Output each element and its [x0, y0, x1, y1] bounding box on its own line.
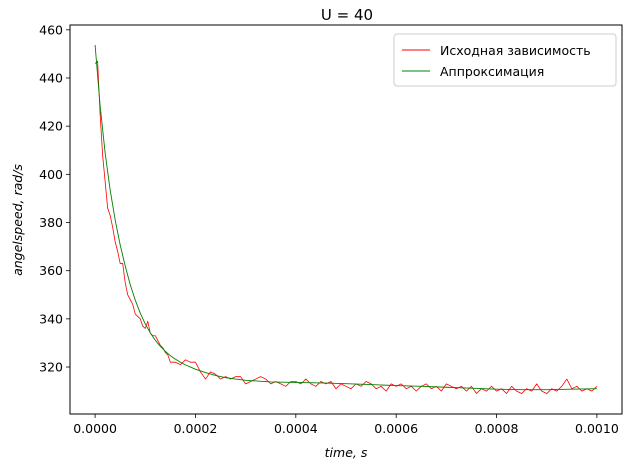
y-tick-label: 400: [39, 167, 63, 182]
y-tick-label: 340: [39, 311, 63, 326]
x-tick-label: 0.0004: [274, 421, 318, 436]
y-tick-label: 380: [39, 215, 63, 230]
y-tick-label: 440: [39, 70, 63, 85]
series-layer: [94, 44, 598, 394]
x-axis: 0.0000 0.0002 0.0004 0.0006 0.0008 0.0010: [73, 414, 619, 436]
series-line-approximation: [94, 44, 597, 391]
chart-title: U = 40: [321, 6, 373, 24]
plot-frame: [69, 24, 623, 415]
y-tick-label: 460: [39, 22, 63, 37]
x-tick-label: 0.0010: [575, 421, 619, 436]
legend-label-approximation: Аппроксимация: [440, 64, 544, 79]
y-tick-label: 320: [39, 360, 63, 375]
y-axis: 320 340 360 380 400 420 440 460: [39, 22, 70, 375]
y-tick-label: 420: [39, 119, 63, 134]
x-tick-label: 0.0006: [374, 421, 418, 436]
x-tick-label: 0.0002: [174, 421, 218, 436]
legend-label-original: Исходная зависимость: [440, 43, 591, 58]
series-line-original: [94, 60, 598, 394]
legend-box: [393, 33, 617, 87]
x-axis-label: time, s: [325, 445, 368, 460]
legend: Исходная зависимость Аппроксимация: [393, 33, 617, 87]
x-tick-label: 0.0008: [475, 421, 519, 436]
y-axis-label: angelspeed, rad/s: [10, 164, 25, 276]
x-tick-label: 0.0000: [73, 421, 117, 436]
y-tick-label: 360: [39, 263, 63, 278]
